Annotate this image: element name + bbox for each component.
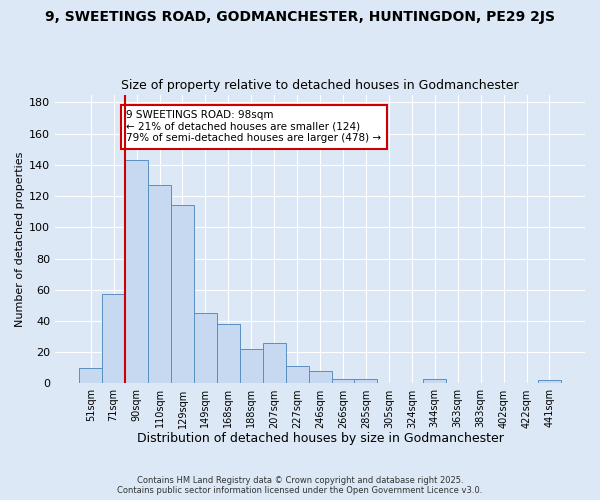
Text: Contains HM Land Registry data © Crown copyright and database right 2025.
Contai: Contains HM Land Registry data © Crown c…: [118, 476, 482, 495]
Bar: [332, 379, 355, 384]
Bar: [171, 206, 194, 384]
Bar: [308, 371, 332, 384]
Bar: [125, 160, 148, 384]
Bar: [286, 366, 308, 384]
Text: 9 SWEETINGS ROAD: 98sqm
← 21% of detached houses are smaller (124)
79% of semi-d: 9 SWEETINGS ROAD: 98sqm ← 21% of detache…: [126, 110, 382, 144]
Bar: [148, 185, 171, 384]
Bar: [194, 313, 217, 384]
X-axis label: Distribution of detached houses by size in Godmanchester: Distribution of detached houses by size …: [137, 432, 503, 445]
Bar: [79, 368, 102, 384]
Bar: [102, 294, 125, 384]
Text: 9, SWEETINGS ROAD, GODMANCHESTER, HUNTINGDON, PE29 2JS: 9, SWEETINGS ROAD, GODMANCHESTER, HUNTIN…: [45, 10, 555, 24]
Bar: [423, 379, 446, 384]
Title: Size of property relative to detached houses in Godmanchester: Size of property relative to detached ho…: [121, 79, 519, 92]
Bar: [263, 343, 286, 384]
Bar: [355, 379, 377, 384]
Y-axis label: Number of detached properties: Number of detached properties: [15, 152, 25, 326]
Bar: [217, 324, 240, 384]
Bar: [538, 380, 561, 384]
Bar: [240, 349, 263, 384]
